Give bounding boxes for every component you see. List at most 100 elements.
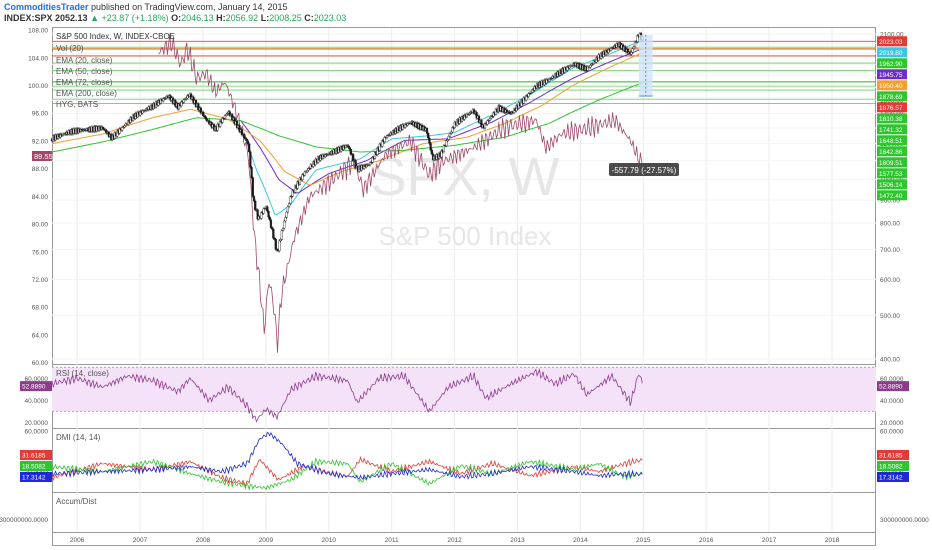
price-tag: 1506.14 xyxy=(879,182,903,189)
accum-legend[interactable]: Accum/Dist xyxy=(56,497,97,506)
candle-body xyxy=(306,169,309,172)
candle-body xyxy=(633,41,637,48)
candle-body xyxy=(508,111,511,114)
candle-body xyxy=(244,137,247,140)
dmi-tag-left: 17.3142 xyxy=(22,475,46,482)
accum-axis-label-right: 300000000.0000 xyxy=(880,517,929,524)
candle-body xyxy=(164,97,167,99)
candle-body xyxy=(219,120,222,127)
candle-body xyxy=(291,190,294,197)
rsi-line xyxy=(51,368,643,423)
left-axis-label: 64.00 xyxy=(32,332,49,339)
published-text: published on TradingView.com, January 14… xyxy=(88,2,288,12)
dmi-tag: 18.5082 xyxy=(879,464,903,471)
rsi-axis-label-right: 40.0000 xyxy=(880,398,904,405)
watermark-symbol: SPX, W xyxy=(370,147,559,207)
hyg-tag: 89.55 xyxy=(34,152,53,161)
candle-body xyxy=(448,133,452,137)
candle-body xyxy=(118,128,121,134)
candle-body xyxy=(183,98,187,101)
dmi-axis-label-left: 60.0000 xyxy=(25,429,49,436)
candle-body xyxy=(475,111,478,119)
candle-body xyxy=(221,118,224,123)
time-label: 2015 xyxy=(636,537,651,544)
price-tag: 1945.75 xyxy=(879,72,903,79)
right-axis-label: 600.00 xyxy=(880,277,900,284)
time-label: 2010 xyxy=(322,537,337,544)
price-tag-bg xyxy=(877,113,907,124)
candle-body xyxy=(263,208,266,210)
candle-body xyxy=(287,203,291,208)
candle-body xyxy=(269,219,273,228)
candle-body xyxy=(609,48,612,51)
candle-body xyxy=(373,152,377,159)
candle-body xyxy=(427,133,430,139)
candle-body xyxy=(105,130,108,134)
candle-body xyxy=(185,97,188,100)
time-label: 2012 xyxy=(447,537,462,544)
price-tag-bg xyxy=(877,91,907,102)
price-tag: 1950.40 xyxy=(879,83,903,90)
high-label: H: xyxy=(216,13,226,23)
legend-item[interactable]: HYG, BATS xyxy=(56,100,98,109)
candle-body xyxy=(483,122,487,129)
price-tag-bg xyxy=(877,36,907,47)
ema-line xyxy=(240,41,643,216)
legend-item[interactable]: S&P 500 Index, W, INDEX-CBOE xyxy=(56,32,175,41)
candle-body xyxy=(290,196,293,198)
candle-body xyxy=(571,65,574,67)
candle-body xyxy=(283,220,286,229)
left-axis-label: 60.00 xyxy=(32,360,49,367)
candle-body xyxy=(550,78,553,80)
price-tag-bg xyxy=(877,157,907,168)
candle-body xyxy=(235,121,239,129)
candle-body xyxy=(280,230,283,240)
time-label: 2011 xyxy=(385,537,399,544)
candle-body xyxy=(489,116,493,119)
dmi-axis-label-right: 60.0000 xyxy=(880,429,904,436)
legend-item[interactable]: EMA (20, close) xyxy=(56,56,113,65)
candle-body xyxy=(266,206,269,212)
legend-item[interactable]: EMA (72, close) xyxy=(56,78,113,87)
candle-body xyxy=(286,206,289,213)
price-tag: 1648.51 xyxy=(879,138,903,145)
publisher-name[interactable]: CommoditiesTrader xyxy=(4,2,89,12)
candle-body xyxy=(285,211,288,218)
high-value: 2056.92 xyxy=(225,13,259,23)
measure-tool[interactable] xyxy=(638,34,653,97)
dmi-tag: 17.3142 xyxy=(879,475,903,482)
candle-body xyxy=(529,91,533,94)
close-value: 2023.03 xyxy=(313,13,347,23)
rsi-legend[interactable]: RSI (14, close) xyxy=(56,369,109,378)
candle-body xyxy=(61,133,64,136)
candle-body xyxy=(296,181,299,189)
price-tag-bg xyxy=(877,47,907,58)
candle-body xyxy=(231,114,234,121)
time-label: 2006 xyxy=(70,537,85,544)
candle-body xyxy=(226,113,229,115)
dmi-tag-bg-left xyxy=(20,450,52,460)
main-legend[interactable]: S&P 500 Index, W, INDEX-CBOE Vol (20) EM… xyxy=(56,32,175,109)
candle-body xyxy=(425,128,429,134)
candle-body xyxy=(59,133,62,138)
left-axis-label: 92.00 xyxy=(32,138,49,145)
time-label: 2009 xyxy=(259,537,274,544)
time-label: 2016 xyxy=(699,537,714,544)
left-axis-label: 80.00 xyxy=(32,222,49,229)
candle-body xyxy=(102,128,106,130)
rsi-tag-bg-left xyxy=(20,381,52,392)
dmi-legend[interactable]: DMI (14, 14) xyxy=(56,433,101,442)
candle-body xyxy=(281,228,285,231)
candle-body xyxy=(298,177,302,185)
legend-item[interactable]: EMA (200, close) xyxy=(56,89,117,98)
candle-body xyxy=(528,92,531,95)
candle-body xyxy=(636,35,639,42)
candle-body xyxy=(275,249,279,251)
legend-item[interactable]: Vol (20) xyxy=(56,44,84,53)
candle-body xyxy=(303,171,306,176)
candle-body xyxy=(104,129,107,131)
legend-item[interactable]: EMA (50, close) xyxy=(56,67,113,76)
candle-body xyxy=(592,60,596,64)
candle-body xyxy=(349,149,352,155)
